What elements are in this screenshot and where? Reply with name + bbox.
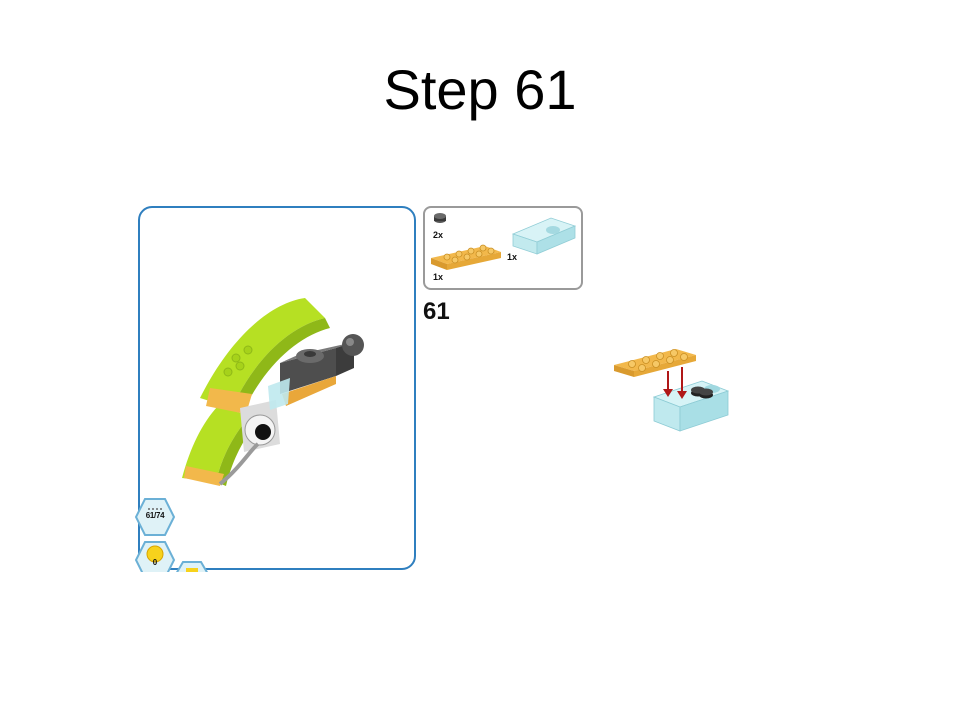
round-plate-quantity: 2x bbox=[433, 230, 444, 240]
black-round-plates bbox=[691, 386, 713, 399]
clip-brick-quantity: 1x bbox=[507, 252, 518, 262]
clip-piece bbox=[268, 378, 290, 410]
orange-base bbox=[282, 376, 336, 406]
orange-plate-part bbox=[431, 244, 501, 270]
parts-illustration bbox=[431, 213, 577, 270]
coin-counter: 0 bbox=[152, 558, 158, 567]
red-down-arrow-icon bbox=[663, 367, 687, 399]
eye bbox=[240, 400, 280, 452]
orange-plate-quantity: 1x bbox=[433, 272, 444, 282]
parts-list-box: 2x 1x 1x bbox=[423, 206, 583, 290]
extra-badge bbox=[174, 560, 210, 572]
model-preview-panel bbox=[138, 206, 416, 570]
transparent-clip-part bbox=[511, 217, 577, 255]
model-illustration bbox=[182, 298, 364, 486]
slide-title: Step 61 bbox=[383, 58, 577, 121]
hexagon-icon bbox=[176, 561, 208, 572]
orange-band bbox=[206, 388, 252, 414]
hexagon-icon bbox=[134, 498, 176, 536]
coin-badge: 0 bbox=[134, 540, 176, 572]
step-number: 61 bbox=[423, 298, 450, 325]
progress-counter: 61/74 bbox=[145, 511, 165, 520]
transparent-clip-brick bbox=[652, 380, 730, 432]
assembly-illustration bbox=[614, 349, 730, 432]
progress-badge: 61/74 bbox=[134, 497, 176, 537]
orange-tip bbox=[184, 466, 224, 486]
round-plate-part bbox=[434, 213, 446, 223]
gray-head-block bbox=[280, 334, 364, 394]
coin-icon bbox=[134, 541, 176, 572]
gray-hose bbox=[218, 442, 260, 486]
orange-plate bbox=[614, 349, 696, 377]
